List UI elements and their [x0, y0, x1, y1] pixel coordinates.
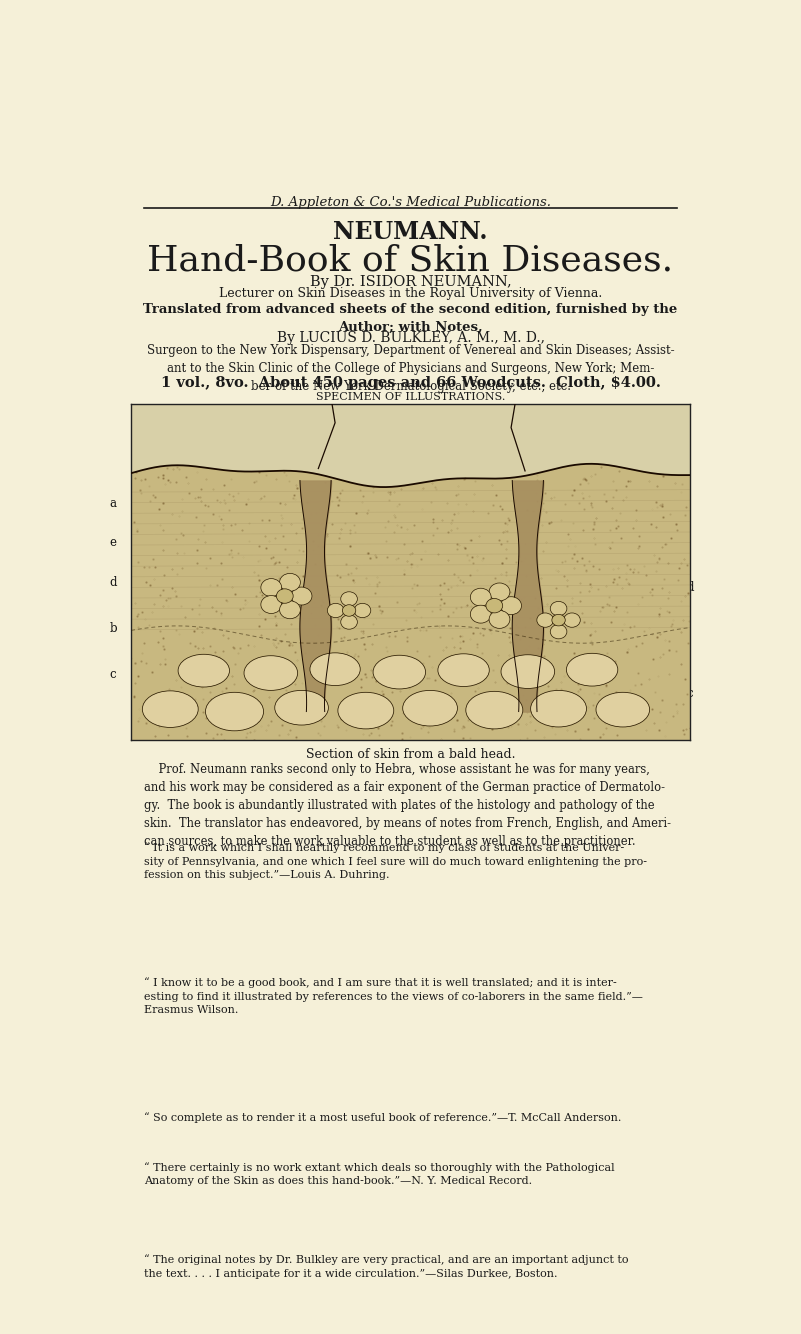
Circle shape	[486, 599, 503, 612]
Circle shape	[340, 615, 357, 630]
Circle shape	[261, 595, 282, 614]
Ellipse shape	[143, 691, 198, 727]
Ellipse shape	[244, 656, 298, 691]
Text: Hand-Book of Skin Diseases.: Hand-Book of Skin Diseases.	[147, 243, 674, 277]
Text: Prof. Neumann ranks second only to Hebra, whose assistant he was for many years,: Prof. Neumann ranks second only to Hebra…	[143, 763, 670, 848]
Text: “ There certainly is no work extant which deals so thoroughly with the Pathologi: “ There certainly is no work extant whic…	[143, 1162, 614, 1186]
Text: e: e	[545, 415, 552, 428]
Circle shape	[564, 612, 580, 627]
Circle shape	[537, 612, 553, 627]
Ellipse shape	[530, 691, 586, 727]
Text: “ The original notes by Dr. Bulkley are very practical, and are an important adj: “ The original notes by Dr. Bulkley are …	[143, 1254, 628, 1279]
Text: b: b	[110, 622, 117, 635]
Circle shape	[552, 615, 566, 626]
Circle shape	[489, 583, 510, 600]
Circle shape	[340, 592, 357, 606]
Text: SPECIMEN OF ILLUSTRATIONS.: SPECIMEN OF ILLUSTRATIONS.	[316, 392, 505, 403]
Ellipse shape	[566, 654, 618, 686]
Circle shape	[280, 574, 300, 591]
Ellipse shape	[403, 691, 457, 726]
Text: d: d	[110, 576, 117, 590]
Ellipse shape	[178, 654, 230, 687]
Text: By Dr. ISIDOR NEUMANN,: By Dr. ISIDOR NEUMANN,	[310, 275, 511, 289]
Circle shape	[470, 606, 491, 623]
Text: c: c	[110, 668, 116, 680]
Ellipse shape	[373, 655, 425, 688]
Ellipse shape	[310, 652, 360, 686]
Text: d: d	[686, 582, 694, 594]
Text: By LUCIUS D. BULKLEY, A. M., M. D.,: By LUCIUS D. BULKLEY, A. M., M. D.,	[276, 331, 545, 344]
Ellipse shape	[438, 654, 489, 687]
Ellipse shape	[501, 655, 554, 688]
Ellipse shape	[596, 692, 650, 727]
Text: e: e	[304, 415, 312, 428]
Text: 1 vol., 8vo.  About 450 pages and 66 Woodcuts.  Cloth, $4.00.: 1 vol., 8vo. About 450 pages and 66 Wood…	[160, 376, 661, 390]
Ellipse shape	[338, 692, 394, 728]
Text: a: a	[110, 498, 116, 510]
Circle shape	[489, 611, 510, 628]
Text: Surgeon to the New York Dispensary, Department of Venereal and Skin Diseases; As: Surgeon to the New York Dispensary, Depa…	[147, 344, 674, 394]
Text: c: c	[686, 687, 694, 700]
Text: “ I know it to be a good book, and I am sure that it is well translated; and it : “ I know it to be a good book, and I am …	[143, 978, 642, 1015]
Circle shape	[342, 604, 356, 616]
Text: Section of skin from a bald head.: Section of skin from a bald head.	[306, 747, 515, 760]
Ellipse shape	[275, 691, 328, 726]
Circle shape	[280, 600, 300, 619]
Text: “ So complete as to render it a most useful book of reference.”—T. McCall Anders: “ So complete as to render it a most use…	[143, 1113, 621, 1123]
Circle shape	[550, 624, 567, 639]
Text: e: e	[110, 535, 116, 548]
Circle shape	[261, 579, 282, 596]
Circle shape	[276, 588, 293, 603]
Circle shape	[501, 596, 521, 615]
Circle shape	[328, 603, 344, 618]
Text: NEUMANN.: NEUMANN.	[333, 220, 488, 244]
Ellipse shape	[466, 691, 523, 728]
Text: “ It is a work which I shall heartily recommend to my class of students at the U: “ It is a work which I shall heartily re…	[143, 842, 646, 880]
Circle shape	[292, 587, 312, 606]
Text: D. Appleton & Co.'s Medical Publications.: D. Appleton & Co.'s Medical Publications…	[270, 196, 551, 209]
Circle shape	[470, 588, 491, 606]
Circle shape	[550, 602, 567, 616]
Circle shape	[354, 603, 371, 618]
Text: Lecturer on Skin Diseases in the Royal University of Vienna.: Lecturer on Skin Diseases in the Royal U…	[219, 287, 602, 300]
Text: Translated from advanced sheets of the second edition, furnished by the
Author; : Translated from advanced sheets of the s…	[143, 303, 678, 334]
Ellipse shape	[206, 692, 264, 731]
